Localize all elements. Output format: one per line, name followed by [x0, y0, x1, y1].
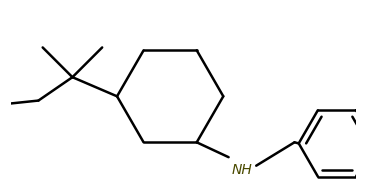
- Text: NH: NH: [232, 163, 253, 177]
